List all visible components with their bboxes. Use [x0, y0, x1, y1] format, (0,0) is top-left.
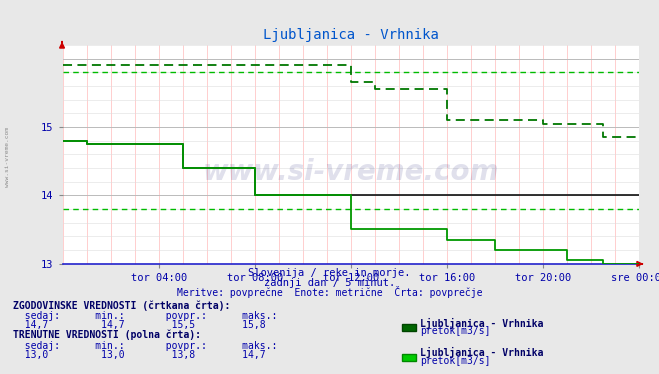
Text: pretok[m3/s]: pretok[m3/s] — [420, 326, 491, 336]
Text: sedaj:      min.:       povpr.:      maks.:: sedaj: min.: povpr.: maks.: — [13, 311, 277, 321]
Text: sedaj:      min.:       povpr.:      maks.:: sedaj: min.: povpr.: maks.: — [13, 341, 277, 350]
Text: 13,0         13,0        13,8        14,7: 13,0 13,0 13,8 14,7 — [13, 350, 266, 360]
Text: www.si-vreme.com: www.si-vreme.com — [203, 158, 499, 186]
Text: 14,7         14,7        15,5        15,8: 14,7 14,7 15,5 15,8 — [13, 321, 266, 330]
Text: Ljubljanica - Vrhnika: Ljubljanica - Vrhnika — [420, 347, 544, 358]
Text: Meritve: povprečne  Enote: metrične  Črta: povprečje: Meritve: povprečne Enote: metrične Črta:… — [177, 286, 482, 298]
Text: zadnji dan / 5 minut.: zadnji dan / 5 minut. — [264, 278, 395, 288]
Title: Ljubljanica - Vrhnika: Ljubljanica - Vrhnika — [263, 28, 439, 42]
Text: TRENUTNE VREDNOSTI (polna črta):: TRENUTNE VREDNOSTI (polna črta): — [13, 330, 201, 340]
Text: ZGODOVINSKE VREDNOSTI (črtkana črta):: ZGODOVINSKE VREDNOSTI (črtkana črta): — [13, 300, 231, 310]
Text: pretok[m3/s]: pretok[m3/s] — [420, 356, 491, 366]
Text: Ljubljanica - Vrhnika: Ljubljanica - Vrhnika — [420, 318, 544, 328]
Text: Slovenija / reke in morje.: Slovenija / reke in morje. — [248, 268, 411, 278]
Text: www.si-vreme.com: www.si-vreme.com — [5, 127, 11, 187]
